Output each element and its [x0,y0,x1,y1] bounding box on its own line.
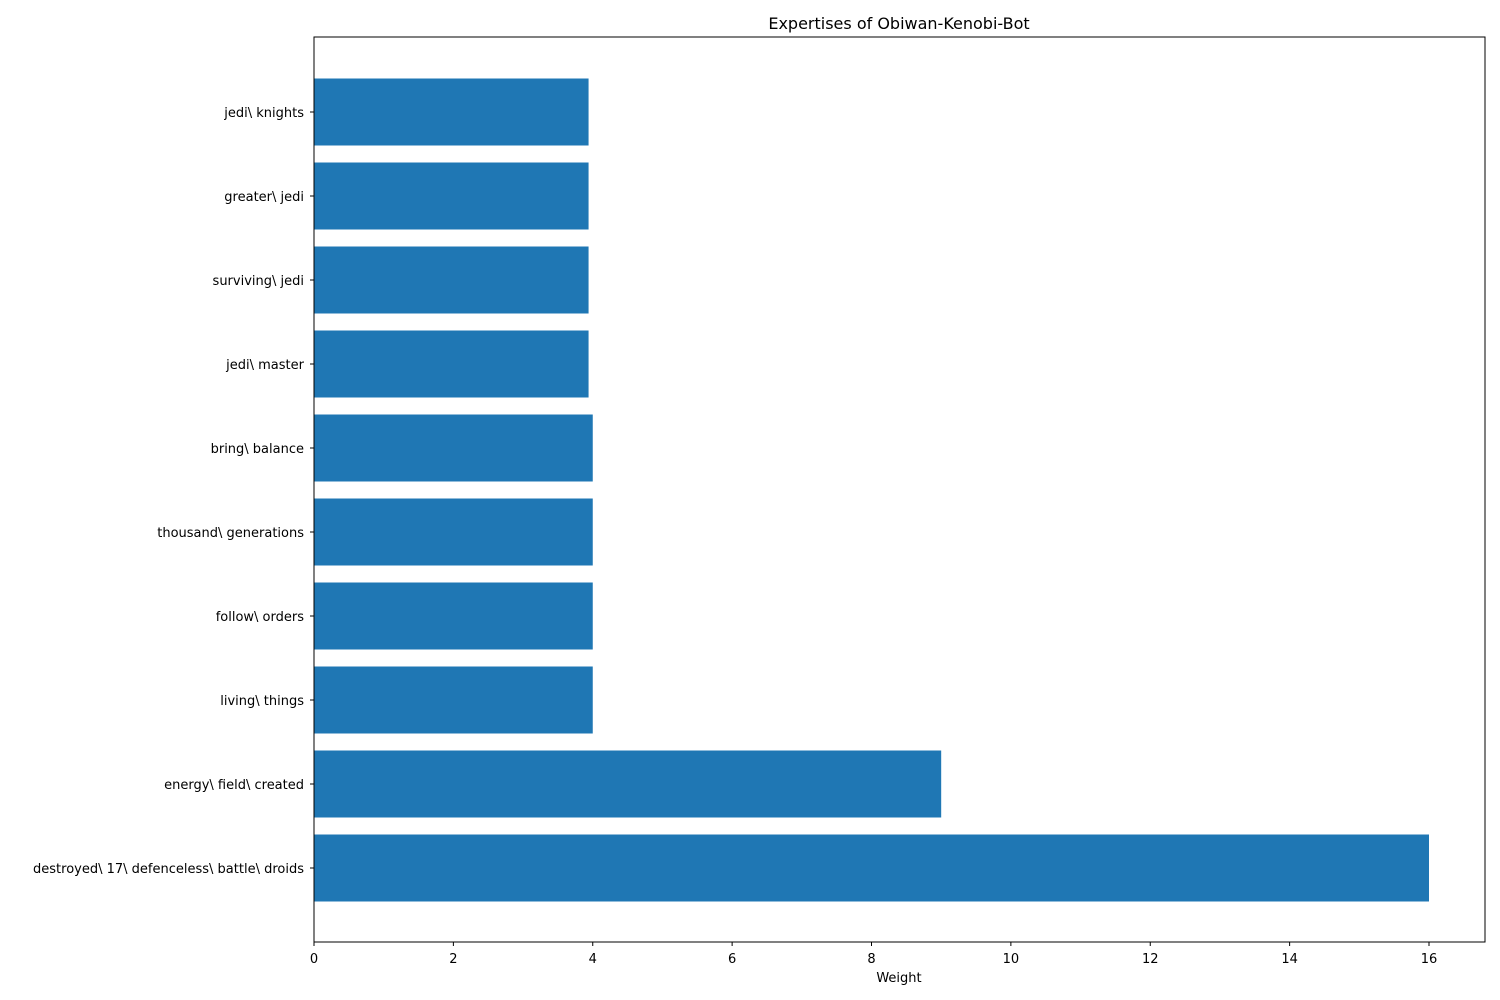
y-tick-label: jedi\ knights [223,106,304,121]
y-tick-label: follow\ orders [216,610,305,625]
bar [314,750,942,818]
chart-title: Expertises of Obiwan-Kenobi-Bot [768,14,1029,33]
x-tick-label: 0 [310,952,318,967]
bar [314,330,589,398]
x-tick-label: 6 [728,952,736,967]
y-tick-label: thousand\ generations [157,526,304,541]
bar [314,582,593,650]
y-tick-label: destroyed\ 17\ defenceless\ battle\ droi… [33,862,304,877]
bar [314,414,593,482]
plot-frame [313,36,1486,943]
x-tick-label: 16 [1421,952,1438,967]
bar [314,666,593,734]
bar [314,834,1429,902]
x-tick-label: 8 [867,952,875,967]
bar [314,78,589,146]
y-tick-label: bring\ balance [211,442,304,457]
y-axis-ticks: jedi\ knights greater\ jedi surviving\ jed… [33,106,314,877]
bar [314,498,593,566]
x-axis-label: Weight [876,971,921,986]
bars-group [314,78,1429,902]
x-tick-label: 4 [589,952,597,967]
y-tick-label: greater\ jedi [224,190,304,205]
y-tick-label: jedi\ master [225,358,304,373]
x-tick-label: 2 [449,952,457,967]
x-tick-label: 12 [1142,952,1159,967]
y-tick-label: living\ things [220,694,304,709]
x-axis-ticks: 0 2 4 6 8 10 12 14 16 [310,942,1437,967]
bar [314,162,589,230]
y-tick-label: energy\ field\ created [164,778,304,793]
x-tick-label: 14 [1281,952,1298,967]
y-tick-label: surviving\ jedi [213,274,304,289]
x-tick-label: 10 [1003,952,1020,967]
bar [314,246,589,314]
